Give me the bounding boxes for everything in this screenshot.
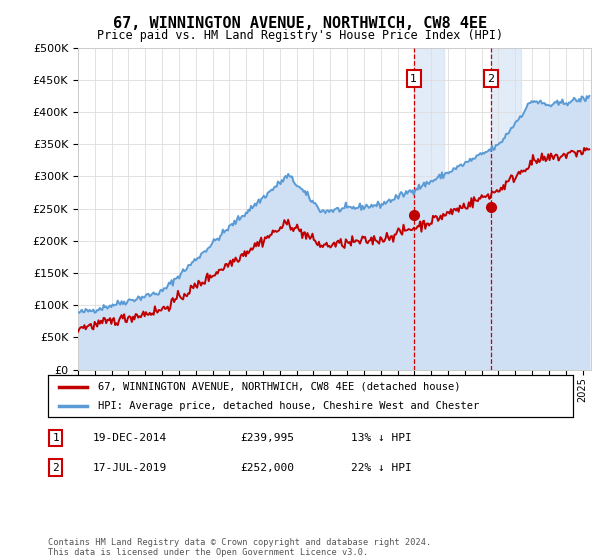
Text: HPI: Average price, detached house, Cheshire West and Chester: HPI: Average price, detached house, Ches…: [98, 401, 479, 411]
Text: Contains HM Land Registry data © Crown copyright and database right 2024.
This d: Contains HM Land Registry data © Crown c…: [48, 538, 431, 557]
Text: 17-JUL-2019: 17-JUL-2019: [93, 463, 167, 473]
Text: 67, WINNINGTON AVENUE, NORTHWICH, CW8 4EE: 67, WINNINGTON AVENUE, NORTHWICH, CW8 4E…: [113, 16, 487, 31]
Text: £239,995: £239,995: [240, 433, 294, 443]
Text: 2: 2: [52, 463, 59, 473]
Text: £252,000: £252,000: [240, 463, 294, 473]
Text: 22% ↓ HPI: 22% ↓ HPI: [351, 463, 412, 473]
Bar: [414, 48, 444, 370]
Text: 67, WINNINGTON AVENUE, NORTHWICH, CW8 4EE (detached house): 67, WINNINGTON AVENUE, NORTHWICH, CW8 4E…: [98, 381, 460, 391]
Text: 2: 2: [487, 73, 494, 83]
Text: 1: 1: [52, 433, 59, 443]
Text: 1: 1: [410, 73, 417, 83]
Text: Price paid vs. HM Land Registry's House Price Index (HPI): Price paid vs. HM Land Registry's House …: [97, 29, 503, 42]
Bar: [491, 48, 521, 370]
Text: 19-DEC-2014: 19-DEC-2014: [93, 433, 167, 443]
Text: 13% ↓ HPI: 13% ↓ HPI: [351, 433, 412, 443]
